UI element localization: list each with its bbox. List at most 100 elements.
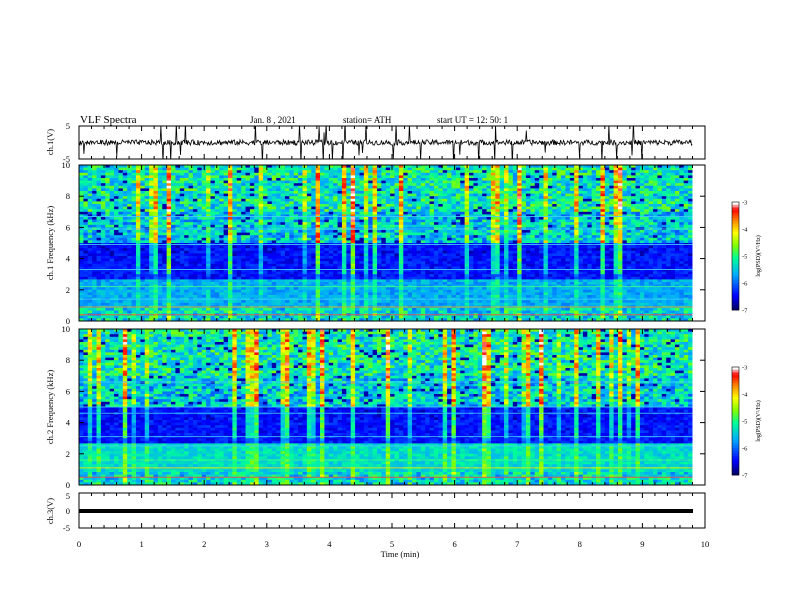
spectrogram-cell (420, 172, 426, 176)
spectrogram-cell (127, 193, 132, 197)
spectrogram-cell (381, 196, 387, 200)
spectrogram-cell (648, 206, 654, 210)
spectrogram-cell (442, 245, 448, 249)
spectrogram-cell (140, 167, 146, 171)
spectrogram-cell (96, 237, 102, 241)
spectrogram-cell (394, 178, 400, 181)
spectrogram-cell (495, 204, 501, 207)
spectrogram-cell (521, 214, 527, 218)
spectrogram-cell (613, 183, 619, 187)
spectrogram-cell (219, 214, 224, 218)
spectrogram-cell (385, 209, 391, 213)
spectrogram-cell (495, 217, 501, 220)
spectrogram-cell (482, 183, 487, 187)
spectrogram-cell (105, 185, 111, 189)
spectrogram-cell (263, 172, 268, 176)
spectrogram-cell (166, 209, 172, 213)
spectrogram-cell (547, 237, 553, 241)
spectrogram-cell (320, 180, 325, 184)
spectrogram-cell (499, 175, 505, 179)
spectrogram-cell (565, 204, 571, 207)
spectrogram-cell (175, 175, 181, 179)
spectrogram-cell (525, 193, 531, 197)
spectrogram-cell (276, 193, 281, 197)
spectrogram-cell (622, 188, 628, 192)
spectrogram-cell (241, 224, 246, 228)
spectrogram-cell (412, 222, 417, 226)
spectrogram-cell (355, 167, 360, 171)
spectrogram-cell (227, 175, 233, 179)
spectrogram-cell (245, 211, 251, 215)
spectrogram-cell (596, 193, 601, 197)
spectrogram-cell (556, 196, 562, 200)
spectrogram-cell (688, 224, 693, 228)
spectrogram-cell (622, 224, 628, 228)
spectrogram-cell (635, 175, 641, 179)
spectrogram-cell (473, 240, 479, 244)
spectrogram-cell (223, 240, 229, 244)
spectrogram-cell (105, 204, 111, 207)
spectrogram-cell (556, 237, 562, 241)
spectrogram-cell (416, 232, 422, 236)
spectrogram-cell (162, 185, 168, 189)
spectrogram-cell (420, 240, 426, 244)
spectrogram-cell (525, 204, 531, 207)
spectrogram-cell (407, 180, 413, 184)
spectrogram-cell (302, 185, 308, 189)
spectrogram-cell (122, 172, 128, 176)
spectrogram-cell (122, 209, 128, 213)
spectrogram-cell (79, 206, 84, 210)
spectrogram-cell (683, 248, 689, 252)
spectrogram-cell (688, 235, 693, 239)
spectrogram-cell (460, 245, 466, 249)
spectrogram-cell (210, 248, 216, 252)
spectrogram-cell (284, 206, 290, 210)
spectrogram-cell (254, 172, 260, 176)
spectrogram-cell (683, 167, 689, 171)
spectrogram-cell (258, 204, 264, 207)
spectrogram-cell (420, 196, 426, 200)
spectrogram-cell (320, 209, 325, 213)
spectrogram-cell (241, 206, 246, 210)
spectrogram-cell (609, 222, 614, 226)
spectrogram-cell (596, 232, 601, 236)
spectrogram-cell (201, 206, 207, 210)
spectrogram-cell (258, 185, 264, 189)
spectrogram-cell (385, 175, 391, 179)
spectrogram-cell (561, 193, 566, 197)
spectrogram-cell (644, 211, 650, 215)
spectrogram-cell (416, 204, 422, 207)
spectrogram-cell (311, 253, 317, 257)
spectrogram-cell (350, 235, 356, 239)
spectrogram-cell (644, 224, 650, 228)
spectrogram-cell (311, 206, 317, 210)
spectrogram-cell (175, 235, 181, 239)
spectrogram-cell (666, 245, 671, 249)
spectrogram-cell (105, 206, 111, 210)
spectrogram-cell (350, 204, 356, 207)
spectrogram-cell (236, 250, 242, 254)
spectrogram-cell (280, 183, 286, 187)
spectrogram-cell (153, 196, 159, 200)
spectrogram-cell (372, 250, 378, 254)
spectrogram-cell (455, 206, 461, 210)
spectrogram-cell (87, 230, 93, 233)
spectrogram-cell (433, 185, 439, 189)
spectrogram-cell (127, 224, 132, 228)
spectrogram-cell (298, 183, 303, 187)
spectrogram-cell (490, 188, 496, 192)
spectrogram-cell (495, 250, 501, 254)
spectrogram-cell (149, 201, 154, 205)
spectrogram-cell (578, 201, 584, 205)
spectrogram-cell (455, 217, 461, 220)
spectrogram-cell (644, 167, 650, 171)
spectrogram-cell (284, 165, 290, 168)
spectrogram-cell (192, 204, 198, 207)
spectrogram-cell (530, 230, 536, 233)
spectrogram-cell (315, 185, 321, 189)
spectrogram-cell (114, 201, 119, 205)
spectrogram-cell (355, 193, 360, 197)
spectrogram-cell (534, 167, 540, 171)
spectrogram-cell (267, 235, 273, 239)
spectrogram-cell (293, 204, 299, 207)
